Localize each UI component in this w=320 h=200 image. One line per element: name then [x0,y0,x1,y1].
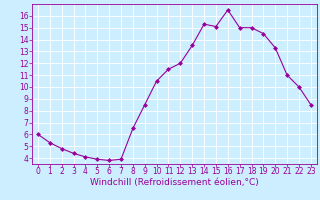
X-axis label: Windchill (Refroidissement éolien,°C): Windchill (Refroidissement éolien,°C) [90,178,259,187]
